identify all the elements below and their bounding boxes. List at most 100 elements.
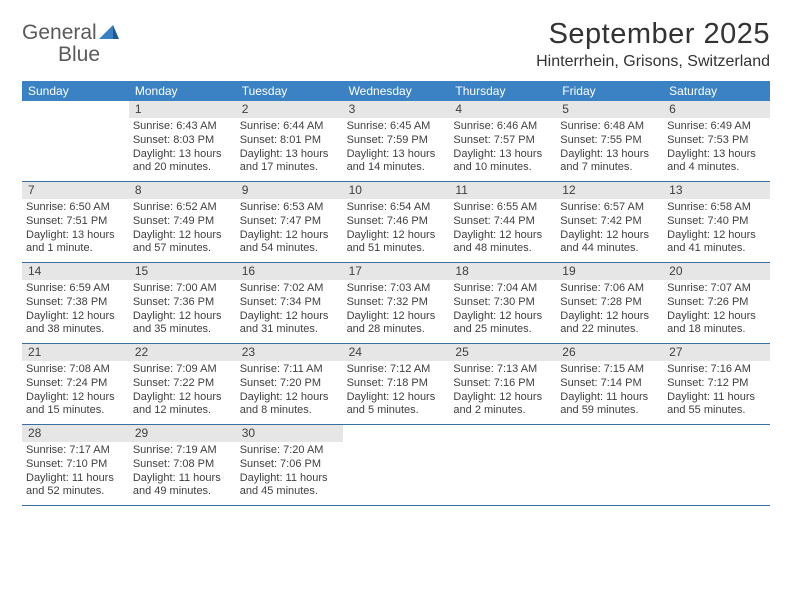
- dow-wednesday: Wednesday: [343, 81, 450, 101]
- sunrise-text: Sunrise: 7:16 AM: [667, 363, 766, 377]
- sunrise-text: Sunrise: 7:13 AM: [453, 363, 552, 377]
- daylight-text: Daylight: 12 hours and 35 minutes.: [133, 310, 232, 338]
- day-cell: 27Sunrise: 7:16 AMSunset: 7:12 PMDayligh…: [663, 344, 770, 424]
- day-number: 6: [663, 101, 770, 118]
- day-number: 12: [556, 182, 663, 199]
- sunrise-text: Sunrise: 6:53 AM: [240, 201, 339, 215]
- header: General Blue September 2025 Hinterrhein,…: [22, 18, 770, 71]
- sunrise-text: Sunrise: 7:02 AM: [240, 282, 339, 296]
- daylight-text: Daylight: 12 hours and 18 minutes.: [667, 310, 766, 338]
- sunrise-text: Sunrise: 7:20 AM: [240, 444, 339, 458]
- daylight-text: Daylight: 12 hours and 25 minutes.: [453, 310, 552, 338]
- title-block: September 2025 Hinterrhein, Grisons, Swi…: [536, 18, 770, 71]
- day-cell: 1 Sunrise: 6:43 AMSunset: 8:03 PMDaylight…: [129, 101, 236, 181]
- sunset-text: Sunset: 7:57 PM: [453, 134, 552, 148]
- day-cell: 20Sunrise: 7:07 AMSunset: 7:26 PMDayligh…: [663, 263, 770, 343]
- day-number: 8: [129, 182, 236, 199]
- day-cell: 12Sunrise: 6:57 AMSunset: 7:42 PMDayligh…: [556, 182, 663, 262]
- sunrise-text: Sunrise: 7:00 AM: [133, 282, 232, 296]
- day-number: 1: [129, 101, 236, 118]
- logo-word-blue: Blue: [58, 43, 100, 66]
- day-number: 28: [22, 425, 129, 442]
- day-cell: 16Sunrise: 7:02 AMSunset: 7:34 PMDayligh…: [236, 263, 343, 343]
- day-number: 3: [343, 101, 450, 118]
- sunrise-text: Sunrise: 7:04 AM: [453, 282, 552, 296]
- daylight-text: Daylight: 13 hours and 7 minutes.: [560, 148, 659, 176]
- day-cell: 22Sunrise: 7:09 AMSunset: 7:22 PMDayligh…: [129, 344, 236, 424]
- sunset-text: Sunset: 7:24 PM: [26, 377, 125, 391]
- daylight-text: Daylight: 11 hours and 49 minutes.: [133, 472, 232, 500]
- day-number: 17: [343, 263, 450, 280]
- day-number: 2: [236, 101, 343, 118]
- sunset-text: Sunset: 7:49 PM: [133, 215, 232, 229]
- sunrise-text: Sunrise: 6:59 AM: [26, 282, 125, 296]
- sunset-text: Sunset: 7:59 PM: [347, 134, 446, 148]
- dow-tuesday: Tuesday: [236, 81, 343, 101]
- daylight-text: Daylight: 12 hours and 44 minutes.: [560, 229, 659, 257]
- sunset-text: Sunset: 7:12 PM: [667, 377, 766, 391]
- daylight-text: Daylight: 12 hours and 51 minutes.: [347, 229, 446, 257]
- day-number: 4: [449, 101, 556, 118]
- day-cell: 24Sunrise: 7:12 AMSunset: 7:18 PMDayligh…: [343, 344, 450, 424]
- sunset-text: Sunset: 7:55 PM: [560, 134, 659, 148]
- sunset-text: Sunset: 7:46 PM: [347, 215, 446, 229]
- day-number: 7: [22, 182, 129, 199]
- day-cell: 10 Sunrise: 6:54 AMSunset: 7:46 PMDayligh…: [343, 182, 450, 262]
- logo-word-general: General: [22, 21, 97, 44]
- day-number: 20: [663, 263, 770, 280]
- sunrise-text: Sunrise: 6:43 AM: [133, 120, 232, 134]
- day-number: 27: [663, 344, 770, 361]
- sunset-text: Sunset: 7:44 PM: [453, 215, 552, 229]
- day-cell: 26Sunrise: 7:15 AMSunset: 7:14 PMDayligh…: [556, 344, 663, 424]
- daylight-text: Daylight: 11 hours and 52 minutes.: [26, 472, 125, 500]
- day-cell: 30Sunrise: 7:20 AMSunset: 7:06 PMDayligh…: [236, 425, 343, 505]
- sunrise-text: Sunrise: 7:07 AM: [667, 282, 766, 296]
- sunset-text: Sunset: 7:51 PM: [26, 215, 125, 229]
- daylight-text: Daylight: 11 hours and 59 minutes.: [560, 391, 659, 419]
- sunrise-text: Sunrise: 6:48 AM: [560, 120, 659, 134]
- daylight-text: Daylight: 12 hours and 15 minutes.: [26, 391, 125, 419]
- dow-monday: Monday: [129, 81, 236, 101]
- daylight-text: Daylight: 13 hours and 20 minutes.: [133, 148, 232, 176]
- day-number: 29: [129, 425, 236, 442]
- sunset-text: Sunset: 7:53 PM: [667, 134, 766, 148]
- sunset-text: Sunset: 7:32 PM: [347, 296, 446, 310]
- day-number: 26: [556, 344, 663, 361]
- day-cell: 3Sunrise: 6:45 AMSunset: 7:59 PMDaylight…: [343, 101, 450, 181]
- sunrise-text: Sunrise: 6:58 AM: [667, 201, 766, 215]
- day-cell: [449, 425, 556, 505]
- day-number: 10: [343, 182, 450, 199]
- weeks-container: 1Sunrise: 6:43 AMSunset: 8:03 PMDaylight…: [22, 101, 770, 506]
- logo-text: General Blue: [22, 22, 119, 66]
- sunrise-text: Sunrise: 7:08 AM: [26, 363, 125, 377]
- sunrise-text: Sunrise: 7:09 AM: [133, 363, 232, 377]
- daylight-text: Daylight: 12 hours and 41 minutes.: [667, 229, 766, 257]
- sunrise-text: Sunrise: 6:46 AM: [453, 120, 552, 134]
- dow-sunday: Sunday: [22, 81, 129, 101]
- day-cell: 4Sunrise: 6:46 AMSunset: 7:57 PMDaylight…: [449, 101, 556, 181]
- calendar-grid: Sunday Monday Tuesday Wednesday Thursday…: [22, 81, 770, 506]
- sunrise-text: Sunrise: 7:17 AM: [26, 444, 125, 458]
- sunset-text: Sunset: 7:42 PM: [560, 215, 659, 229]
- daylight-text: Daylight: 13 hours and 4 minutes.: [667, 148, 766, 176]
- daylight-text: Daylight: 11 hours and 45 minutes.: [240, 472, 339, 500]
- dow-thursday: Thursday: [449, 81, 556, 101]
- day-cell: 8Sunrise: 6:52 AMSunset: 7:49 PMDaylight…: [129, 182, 236, 262]
- day-cell: 23Sunrise: 7:11 AMSunset: 7:20 PMDayligh…: [236, 344, 343, 424]
- sunset-text: Sunset: 7:30 PM: [453, 296, 552, 310]
- day-cell: 13Sunrise: 6:58 AMSunset: 7:40 PMDayligh…: [663, 182, 770, 262]
- day-number: 13: [663, 182, 770, 199]
- day-number: 19: [556, 263, 663, 280]
- day-cell: [556, 425, 663, 505]
- day-cell: 15Sunrise: 7:00 AMSunset: 7:36 PMDayligh…: [129, 263, 236, 343]
- logo-sail-icon: [99, 26, 119, 43]
- sunrise-text: Sunrise: 7:11 AM: [240, 363, 339, 377]
- sunrise-text: Sunrise: 6:54 AM: [347, 201, 446, 215]
- sunset-text: Sunset: 8:03 PM: [133, 134, 232, 148]
- sunrise-text: Sunrise: 7:15 AM: [560, 363, 659, 377]
- day-cell: 7Sunrise: 6:50 AMSunset: 7:51 PMDaylight…: [22, 182, 129, 262]
- sunset-text: Sunset: 7:16 PM: [453, 377, 552, 391]
- day-cell: 2Sunrise: 6:44 AMSunset: 8:01 PMDaylight…: [236, 101, 343, 181]
- sunset-text: Sunset: 7:18 PM: [347, 377, 446, 391]
- calendar-page: General Blue September 2025 Hinterrhein,…: [0, 0, 792, 516]
